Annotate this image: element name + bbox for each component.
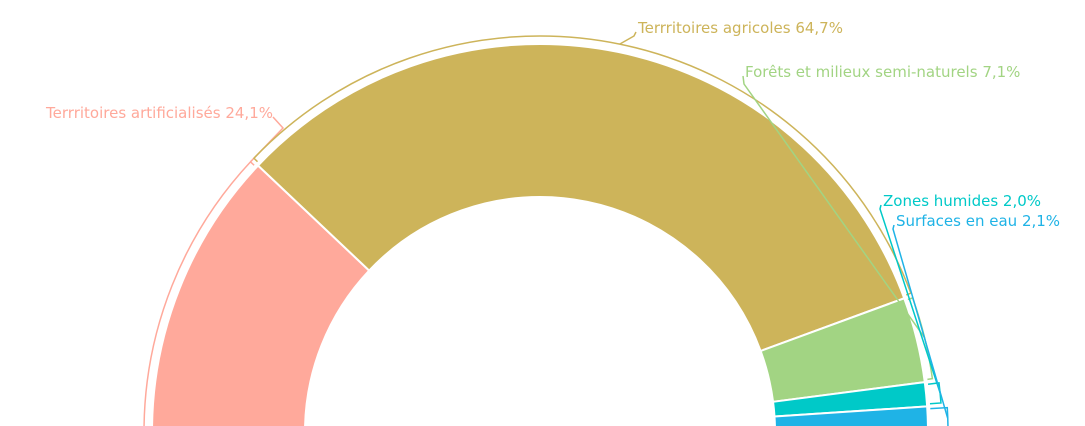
slice-value: 2,0% [1003,192,1041,210]
label-connector [619,31,637,45]
slice-value: 64,7% [795,19,843,37]
slice-name: Forêts et milieux semi-naturels [745,63,978,81]
donut-slice [256,43,906,353]
slice-label: Terrritoires artificialisés 24,1% [45,104,273,122]
slice-label: Surfaces en eau 2,1% [896,212,1060,230]
label-connector [742,75,926,339]
slice-name: Surfaces en eau [896,212,1017,230]
label-bracket [143,160,255,426]
slice-name: Terrritoires artificialisés [45,104,221,122]
label-bracket [252,35,912,296]
slice-value: 24,1% [225,104,273,122]
donut-slice [773,405,929,426]
slice-label: Terrritoires agricoles 64,7% [637,19,843,37]
slice-name: Zones humides [883,192,998,210]
slice-value: 7,1% [982,63,1020,81]
slice-name: Terrritoires agricoles [637,19,791,37]
label-connector [892,224,949,419]
slice-label: Forêts et milieux semi-naturels 7,1% [745,63,1020,81]
slice-value: 2,1% [1022,212,1060,230]
slice-label: Zones humides 2,0% [883,192,1041,210]
label-connector [879,204,941,394]
